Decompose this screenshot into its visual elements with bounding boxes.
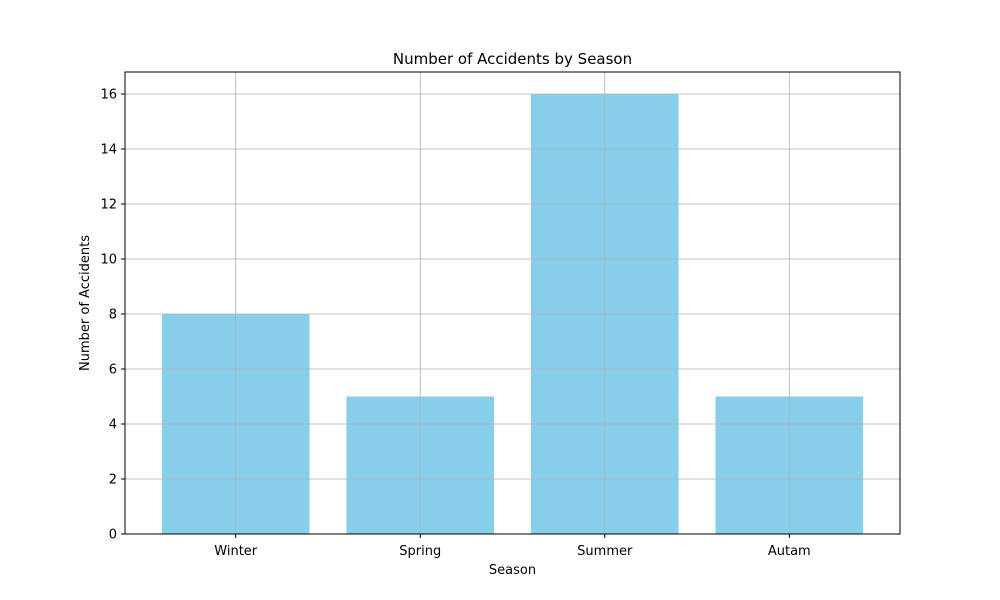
y-tick-label: 4 <box>109 418 117 433</box>
grid-overlay-layer <box>125 72 900 535</box>
x-tick-label: Winter <box>214 544 258 559</box>
y-tick-label: 14 <box>100 143 117 158</box>
y-tick-label: 16 <box>100 88 117 103</box>
y-tick-label: 8 <box>109 308 117 323</box>
x-tick-label: Autam <box>768 544 811 559</box>
x-tick-layer: Winter Spring Summer Autam <box>214 534 811 559</box>
x-tick-label: Summer <box>577 544 633 559</box>
y-axis-label: Number of Accidents <box>78 235 93 371</box>
y-tick-label: 0 <box>109 528 117 543</box>
y-tick-label: 6 <box>109 363 117 378</box>
x-tick-label: Spring <box>399 544 441 559</box>
x-axis-label: Season <box>489 563 536 578</box>
y-tick-label: 10 <box>100 253 117 268</box>
y-tick-label: 12 <box>100 198 117 213</box>
plot-frame <box>124 71 901 535</box>
y-tick-label: 2 <box>109 473 117 488</box>
y-tick-layer: 0 2 4 6 8 10 12 14 16 <box>100 88 125 543</box>
chart-title: Number of Accidents by Season <box>393 50 632 68</box>
